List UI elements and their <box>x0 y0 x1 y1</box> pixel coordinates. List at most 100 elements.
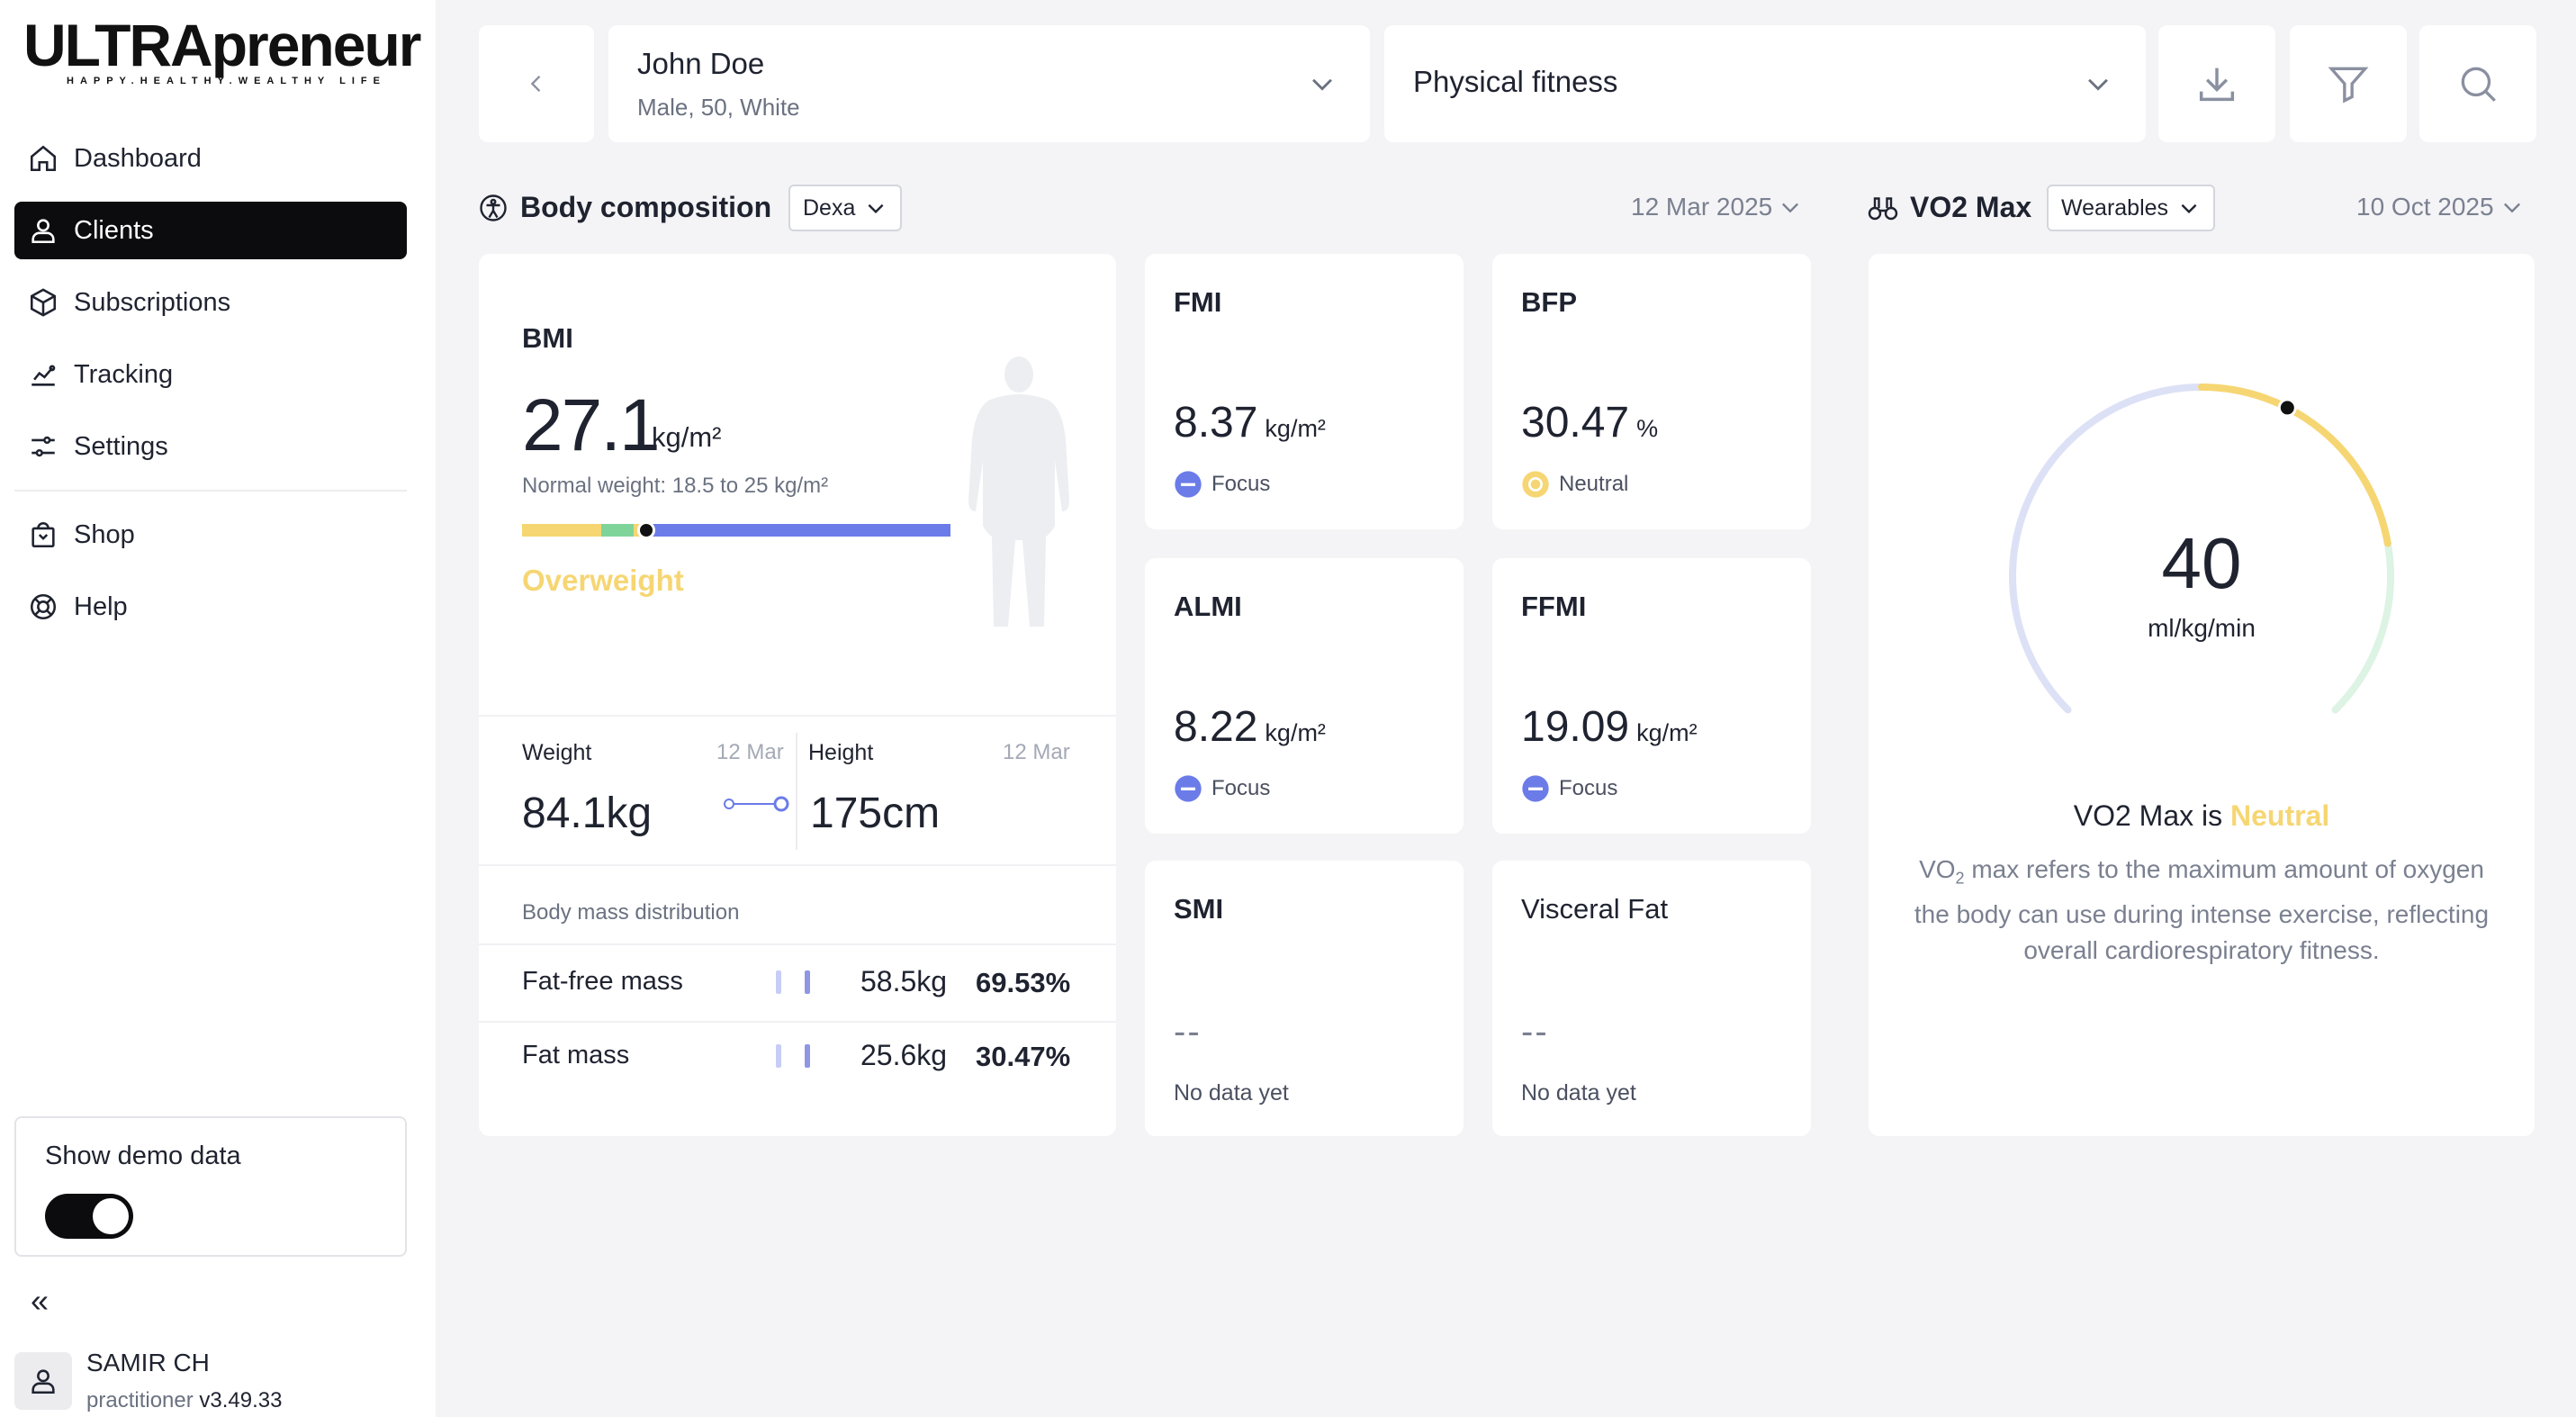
divider <box>796 733 797 850</box>
user-role: practitioner v3.49.33 <box>86 1388 282 1413</box>
brand-tagline: HAPPY.HEALTHY.WEALTHY LIFE <box>67 76 386 86</box>
user-role-text: practitioner <box>86 1388 194 1412</box>
collapse-sidebar-button[interactable]: « <box>31 1282 50 1319</box>
metric-value: 8.22 kg/m² <box>1174 702 1326 752</box>
height-label: Height <box>808 740 874 765</box>
filter-icon <box>2328 67 2369 104</box>
metric-card-almi[interactable]: ALMI 8.22 kg/m² Focus <box>1145 558 1464 834</box>
date-label: 10 Oct 2025 <box>2356 193 2494 221</box>
avatar[interactable] <box>14 1352 72 1410</box>
metric-status-label: Focus <box>1211 776 1271 800</box>
sliders-icon <box>27 430 59 463</box>
divider <box>479 715 1116 717</box>
demo-data-label: Show demo data <box>45 1142 241 1170</box>
source-select-label: Wearables <box>2061 194 2169 221</box>
vo2-status: Neutral <box>2230 799 2330 832</box>
app-version: v3.49.33 <box>199 1388 283 1412</box>
bmi-normal-range: Normal weight: 18.5 to 25 kg/m² <box>522 474 829 498</box>
chevron-down-icon <box>1312 78 1332 91</box>
chevron-down-icon <box>2088 78 2108 91</box>
bmi-card[interactable]: BMI 27.1 kg/m² Normal weight: 18.5 to 25… <box>479 254 1116 1136</box>
neutral-icon <box>1522 471 1549 498</box>
bmi-title: BMI <box>522 322 573 354</box>
download-icon <box>2199 68 2235 102</box>
mass-indicator <box>776 970 781 994</box>
demo-data-toggle[interactable] <box>45 1194 133 1239</box>
metric-status-label: Neutral <box>1559 472 1629 496</box>
metric-card-fmi[interactable]: FMI 8.37 kg/m² Focus <box>1145 254 1464 529</box>
body-composition-date-select[interactable]: 12 Mar 2025 <box>1631 193 1803 221</box>
metric-number: 8.22 <box>1174 703 1258 751</box>
user-name: SAMIR CH <box>86 1349 210 1376</box>
category-select[interactable]: Physical fitness <box>1384 25 2146 142</box>
body-composition-title-text: Body composition <box>520 191 772 223</box>
sidebar-item-label: Dashboard <box>74 143 202 173</box>
metric-title: BFP <box>1521 286 1577 318</box>
sidebar-item-label: Tracking <box>74 359 174 389</box>
toggle-knob <box>93 1198 129 1234</box>
focus-icon <box>1175 471 1202 498</box>
metric-card-visceral-fat[interactable]: Visceral Fat -- No data yet <box>1492 861 1811 1136</box>
weight-label: Weight <box>522 740 592 765</box>
date-label: 12 Mar 2025 <box>1631 193 1773 221</box>
metric-number: 8.37 <box>1174 399 1258 447</box>
brand-logo[interactable]: ULTRApreneur HAPPY.HEALTHY.WEALTHY LIFE <box>23 13 421 86</box>
metric-value: 8.37 kg/m² <box>1174 398 1326 447</box>
metric-title: FFMI <box>1521 591 1587 622</box>
bmi-status: Overweight <box>522 564 684 597</box>
vo2-desc-post: max refers to the maximum amount of oxyg… <box>1914 855 2490 964</box>
download-button[interactable] <box>2158 25 2275 142</box>
metric-title: ALMI <box>1174 591 1242 622</box>
vo2-gauge <box>2009 384 2394 714</box>
fat-mass-label: Fat mass <box>522 1041 630 1070</box>
chevron-down-icon <box>2503 203 2520 213</box>
metric-empty-value: -- <box>1174 1012 1202 1051</box>
body-composition-icon <box>480 194 507 221</box>
sidebar-item-shop[interactable]: Shop <box>14 506 407 564</box>
metric-unit: kg/m² <box>1265 415 1326 442</box>
vo2-title-text: VO2 Max <box>1910 191 2032 223</box>
vo2-desc-sub: 2 <box>1955 869 1965 888</box>
height-value: 175cm <box>810 790 941 837</box>
source-select-wearables[interactable]: Wearables <box>2047 185 2216 231</box>
metric-card-bfp[interactable]: BFP 30.47% Neutral <box>1492 254 1811 529</box>
sidebar-item-label: Shop <box>74 519 135 549</box>
bmi-scale-segment-low <box>522 524 601 537</box>
source-select-dexa[interactable]: Dexa <box>788 185 903 231</box>
metric-unit: kg/m² <box>1265 719 1326 746</box>
vo2-status-line: VO2 Max is Neutral <box>1869 799 2535 833</box>
height-date: 12 Mar <box>1003 740 1070 764</box>
metric-unit: kg/m² <box>1636 719 1698 746</box>
nav-divider <box>14 490 407 492</box>
category-name: Physical fitness <box>1413 65 1618 98</box>
mass-indicator <box>805 970 810 994</box>
metric-card-ffmi[interactable]: FFMI 19.09 kg/m² Focus <box>1492 558 1811 834</box>
fat-free-mass-kg: 58.5kg <box>860 965 948 997</box>
metric-card-smi[interactable]: SMI -- No data yet <box>1145 861 1464 1136</box>
vo2-card[interactable]: 40 ml/kg/min VO2 Max is Neutral VO2 max … <box>1869 254 2535 1136</box>
bmi-scale-segment-normal <box>601 524 634 537</box>
divider <box>479 943 1116 945</box>
client-select[interactable]: John Doe Male, 50, White <box>608 25 1370 142</box>
vo2-date-select[interactable]: 10 Oct 2025 <box>2356 193 2525 221</box>
sidebar-item-dashboard[interactable]: Dashboard <box>14 130 407 187</box>
search-button[interactable] <box>2419 25 2536 142</box>
sidebar-item-settings[interactable]: Settings <box>14 418 407 475</box>
chevron-left-icon <box>530 76 541 92</box>
metric-empty-value: -- <box>1521 1012 1549 1051</box>
sidebar-item-tracking[interactable]: Tracking <box>14 346 407 403</box>
trend-sparkline-icon <box>724 796 789 812</box>
metric-number: 30.47 <box>1521 399 1630 447</box>
sidebar-item-subscriptions[interactable]: Subscriptions <box>14 274 407 331</box>
filter-button[interactable] <box>2290 25 2407 142</box>
bmi-marker <box>637 521 656 539</box>
chevron-down-icon <box>1782 203 1799 213</box>
sidebar-item-clients[interactable]: Clients <box>14 202 407 259</box>
chevron-down-icon <box>2181 203 2197 214</box>
metric-status: Focus <box>1174 774 1270 803</box>
sidebar-item-help[interactable]: Help <box>14 578 407 636</box>
bag-icon <box>27 519 59 551</box>
metric-title: Visceral Fat <box>1521 893 1669 925</box>
binoculars-icon <box>1868 196 1898 220</box>
back-button[interactable] <box>479 25 594 142</box>
